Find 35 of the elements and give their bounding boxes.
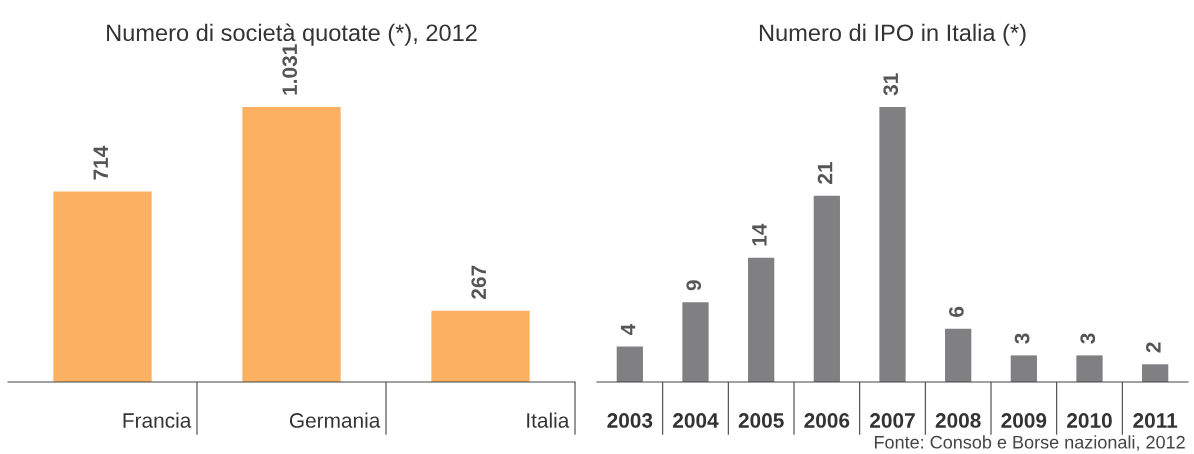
data-label: 267 bbox=[471, 265, 487, 299]
chart-title: Numero di IPO in Italia (*) bbox=[759, 23, 1026, 46]
x-tick-label: Germania bbox=[289, 412, 381, 428]
data-label: 1.031 bbox=[282, 44, 298, 95]
bar bbox=[1142, 364, 1169, 382]
data-label: 3 bbox=[1080, 333, 1096, 344]
x-tick-label: 2004 bbox=[673, 413, 719, 428]
bar bbox=[682, 302, 709, 382]
data-label: 21 bbox=[817, 162, 833, 184]
data-label: 31 bbox=[883, 73, 899, 96]
data-label: 3 bbox=[1014, 333, 1030, 344]
data-label: 4 bbox=[620, 323, 636, 336]
data-label: 14 bbox=[752, 223, 767, 246]
x-tick-label: 2005 bbox=[738, 413, 784, 428]
x-tick-label: 2003 bbox=[607, 413, 653, 428]
source-note: Fonte: Consob e Borse nazionali, 2012 bbox=[874, 435, 1185, 451]
bar bbox=[813, 195, 840, 382]
x-tick-label: 2006 bbox=[804, 413, 850, 428]
x-tick-label: 2008 bbox=[935, 413, 981, 428]
bar bbox=[748, 257, 775, 382]
data-label: 6 bbox=[949, 306, 964, 317]
data-label: 9 bbox=[686, 280, 702, 291]
x-tick-label: 2007 bbox=[870, 413, 915, 428]
bar bbox=[1076, 355, 1103, 382]
x-tick-label: Italia bbox=[527, 412, 570, 428]
x-tick-label: 2010 bbox=[1067, 413, 1112, 428]
data-label: 714 bbox=[93, 145, 108, 180]
bar bbox=[1010, 355, 1037, 382]
bar bbox=[945, 328, 972, 382]
x-tick-label: 2009 bbox=[1001, 413, 1047, 428]
x-tick-label: 2011 bbox=[1133, 413, 1178, 428]
data-label: 2 bbox=[1146, 342, 1161, 353]
bar bbox=[616, 346, 643, 382]
bar bbox=[879, 107, 906, 382]
x-tick-label: Francia bbox=[123, 412, 192, 428]
